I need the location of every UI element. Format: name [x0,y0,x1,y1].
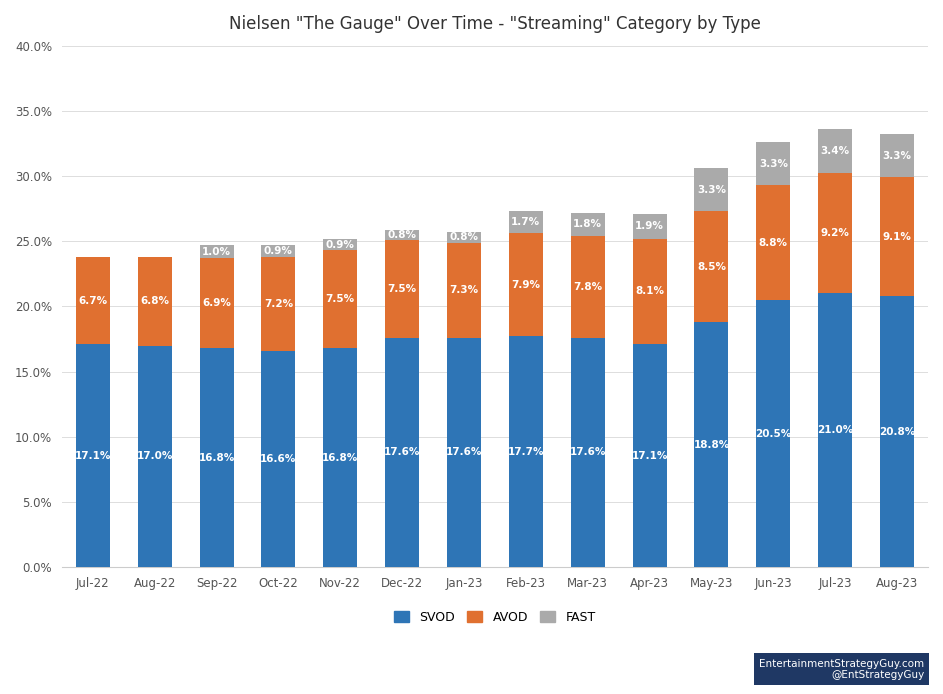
Text: 17.1%: 17.1% [74,450,111,461]
Text: 7.5%: 7.5% [388,284,417,294]
Bar [571,236,604,338]
Bar [509,337,543,567]
Text: 17.7%: 17.7% [507,447,544,457]
Bar [447,242,481,338]
Bar [819,174,852,294]
Bar [880,135,914,178]
Text: 3.3%: 3.3% [759,159,787,169]
Text: 7.3%: 7.3% [450,285,478,295]
Title: Nielsen "The Gauge" Over Time - "Streaming" Category by Type: Nielsen "The Gauge" Over Time - "Streami… [229,15,761,33]
Bar [200,245,234,258]
Text: 16.8%: 16.8% [323,452,358,463]
Text: 9.2%: 9.2% [820,228,850,239]
Text: 7.5%: 7.5% [325,294,355,304]
Bar [756,142,790,185]
Bar [261,245,295,257]
Text: 8.8%: 8.8% [759,237,787,248]
Bar [261,257,295,350]
Text: 16.8%: 16.8% [198,452,235,463]
Text: 20.8%: 20.8% [879,427,916,437]
Text: 3.3%: 3.3% [697,185,726,195]
Bar [200,258,234,348]
Bar [819,129,852,174]
Text: 0.8%: 0.8% [450,232,478,242]
Text: 8.5%: 8.5% [697,262,726,271]
Text: 0.9%: 0.9% [264,246,293,256]
Text: 7.2%: 7.2% [264,299,293,309]
Text: 21.0%: 21.0% [817,425,853,435]
Text: 17.6%: 17.6% [570,448,606,457]
Text: 1.9%: 1.9% [636,221,664,231]
Bar [880,296,914,567]
Text: 17.1%: 17.1% [632,450,668,461]
Bar [633,214,667,239]
Text: 6.8%: 6.8% [141,296,169,306]
Bar [447,338,481,567]
Bar [756,300,790,567]
Text: 8.1%: 8.1% [635,287,664,296]
Text: 16.6%: 16.6% [260,454,296,464]
Bar [385,338,419,567]
Bar [694,168,729,211]
Text: 17.0%: 17.0% [137,451,173,462]
Text: 0.8%: 0.8% [388,230,417,239]
Bar [323,251,357,348]
Text: 1.8%: 1.8% [573,219,603,229]
Bar [509,211,543,233]
Bar [756,185,790,300]
Text: 3.3%: 3.3% [883,151,912,161]
Text: 9.1%: 9.1% [883,232,912,242]
Bar [509,233,543,337]
Bar [385,240,419,338]
Text: 1.0%: 1.0% [202,246,231,257]
Bar [694,322,729,567]
Bar [75,344,109,567]
Bar [75,257,109,344]
Bar [571,212,604,236]
Text: EntertainmentStrategyGuy.com
@EntStrategyGuy: EntertainmentStrategyGuy.com @EntStrateg… [759,659,924,680]
Text: 18.8%: 18.8% [693,439,730,450]
Text: 17.6%: 17.6% [446,448,482,457]
Bar [880,178,914,296]
Bar [633,239,667,344]
Bar [447,232,481,242]
Text: 1.7%: 1.7% [511,217,540,228]
Bar [571,338,604,567]
Bar [138,346,172,567]
Bar [261,350,295,567]
Bar [633,344,667,567]
Text: 7.9%: 7.9% [511,280,540,290]
Bar [200,348,234,567]
Text: 3.4%: 3.4% [820,146,850,156]
Legend: SVOD, AVOD, FAST: SVOD, AVOD, FAST [389,606,601,629]
Text: 7.8%: 7.8% [573,282,603,292]
Text: 17.6%: 17.6% [384,448,421,457]
Bar [323,348,357,567]
Text: 0.9%: 0.9% [326,239,355,250]
Text: 6.9%: 6.9% [202,298,231,308]
Bar [385,230,419,240]
Text: 6.7%: 6.7% [78,296,108,305]
Bar [694,211,729,322]
Bar [138,257,172,346]
Bar [323,239,357,251]
Bar [819,294,852,567]
Text: 20.5%: 20.5% [755,429,791,439]
